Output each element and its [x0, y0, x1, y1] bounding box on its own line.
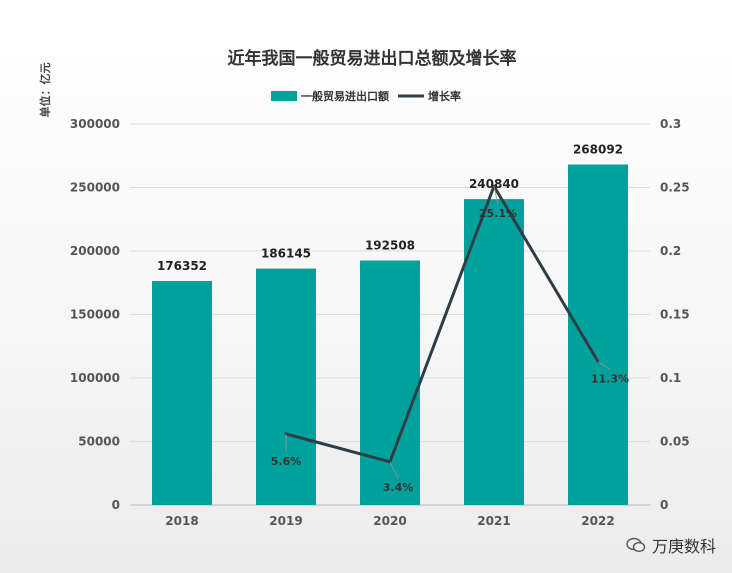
y-right-tick-label: 0.2	[660, 244, 681, 258]
rate-line-path	[285, 184, 600, 464]
legend-bar-swatch	[271, 91, 297, 101]
bar-value-label: 186145	[261, 247, 311, 261]
bar	[256, 268, 316, 505]
y-axis-right: 0 0.05 0.1 0.15 0.2 0.25 0.3	[660, 117, 690, 512]
y-right-tick-label: 0.05	[660, 435, 690, 449]
x-tick-label: 2022	[581, 514, 614, 528]
rate-leader-line	[389, 461, 399, 478]
y-left-tick-label: 200000	[70, 244, 120, 258]
y-right-tick-label: 0.3	[660, 117, 681, 131]
y-right-tick-label: 0.15	[660, 308, 690, 322]
bar	[360, 260, 420, 505]
y-left-tick-label: 300000	[70, 117, 120, 131]
bars: 176352 186145 192508 240840 268092	[152, 143, 628, 506]
bar	[568, 164, 628, 505]
chart-title: 近年我国一般贸易进出口总额及增长率	[228, 48, 517, 69]
rate-value-label: 5.6%	[271, 455, 302, 468]
y-axis-left: 0 50000 100000 150000 200000 250000 300000	[70, 117, 120, 512]
x-tick-label: 2019	[269, 514, 302, 528]
rate-line: 5.6% 3.4% 25.1% 11.3%	[271, 184, 629, 494]
y-right-tick-label: 0.1	[660, 371, 681, 385]
x-tick-label: 2020	[373, 514, 406, 528]
bar-value-label: 192508	[365, 239, 415, 253]
rate-leader-line	[597, 361, 611, 370]
wechat-icon	[626, 537, 646, 553]
y-left-tick-label: 0	[112, 498, 120, 512]
x-tick-label: 2021	[477, 514, 510, 528]
legend-line-label: 增长率	[428, 89, 461, 103]
rate-value-label: 11.3%	[591, 372, 629, 385]
rate-value-label: 25.1%	[479, 207, 517, 220]
watermark: 万庚数科	[626, 533, 716, 557]
x-axis: 2018 2019 2020 2021 2022	[165, 514, 614, 528]
bar-value-label: 176352	[157, 259, 207, 273]
y-right-tick-label: 0.25	[660, 181, 690, 195]
legend: 一般贸易进出口额 增长率	[271, 89, 461, 103]
watermark-text: 万庚数科	[651, 537, 716, 556]
y-left-tick-label: 100000	[70, 371, 120, 385]
unit-label: 单位：亿元	[38, 63, 52, 118]
bar	[152, 281, 212, 505]
y-left-tick-label: 250000	[70, 181, 120, 195]
legend-bar-label: 一般贸易进出口额	[301, 89, 389, 103]
rate-leader-line	[493, 186, 499, 205]
bar-value-label: 268092	[573, 143, 623, 157]
y-right-tick-label: 0	[660, 498, 668, 512]
rate-value-label: 3.4%	[383, 481, 414, 494]
bar-value-label: 240840	[469, 177, 519, 191]
bar	[464, 199, 524, 506]
y-left-tick-label: 50000	[78, 435, 120, 449]
y-left-tick-label: 150000	[70, 308, 120, 322]
x-tick-label: 2018	[165, 514, 198, 528]
